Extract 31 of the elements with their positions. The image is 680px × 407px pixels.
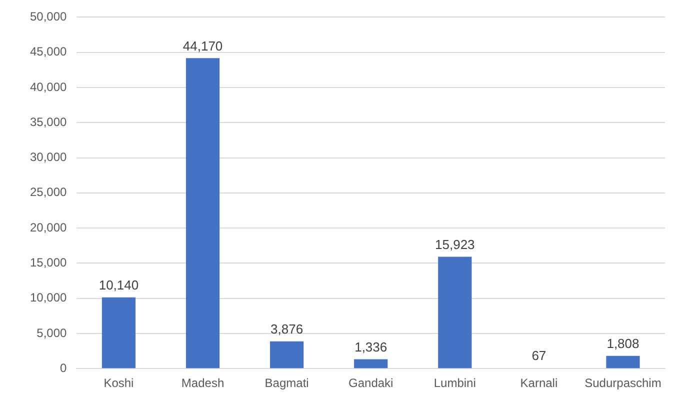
y-tick-label: 40,000 bbox=[30, 80, 68, 94]
data-label: 3,876 bbox=[270, 321, 304, 336]
data-label: 15,923 bbox=[435, 236, 475, 252]
bar bbox=[270, 341, 304, 368]
y-tick-label: 10,000 bbox=[30, 290, 68, 305]
data-label: 10,140 bbox=[98, 277, 139, 292]
x-tick-label: Karnali bbox=[520, 376, 558, 390]
bar bbox=[186, 58, 220, 368]
bar bbox=[606, 356, 640, 368]
x-tick-label: Bagmati bbox=[264, 376, 309, 390]
y-tick-label: 5,000 bbox=[36, 326, 68, 340]
x-tick-label: Koshi bbox=[104, 376, 134, 390]
data-label: 1,808 bbox=[606, 336, 640, 351]
x-tick-label: Lumbini bbox=[434, 376, 476, 390]
y-tick-label: 50,000 bbox=[30, 10, 68, 24]
x-tick-label: Gandaki bbox=[348, 376, 394, 390]
y-tick-label: 15,000 bbox=[30, 255, 68, 270]
y-tick-label: 45,000 bbox=[30, 44, 68, 59]
data-label: 1,336 bbox=[354, 339, 388, 354]
data-label: 44,170 bbox=[182, 38, 223, 54]
y-tick-label: 30,000 bbox=[30, 150, 68, 164]
y-tick-label: 25,000 bbox=[30, 185, 68, 200]
data-label: 67 bbox=[532, 348, 546, 364]
x-tick-label: Madesh bbox=[181, 376, 224, 390]
y-tick-label: 0 bbox=[60, 360, 68, 375]
y-tick-label: 20,000 bbox=[30, 220, 68, 234]
bar bbox=[354, 359, 388, 368]
y-tick-label: 35,000 bbox=[30, 114, 68, 129]
bar bbox=[438, 256, 472, 368]
x-tick-label: Sudurpaschim bbox=[584, 376, 662, 390]
bar bbox=[102, 297, 136, 368]
